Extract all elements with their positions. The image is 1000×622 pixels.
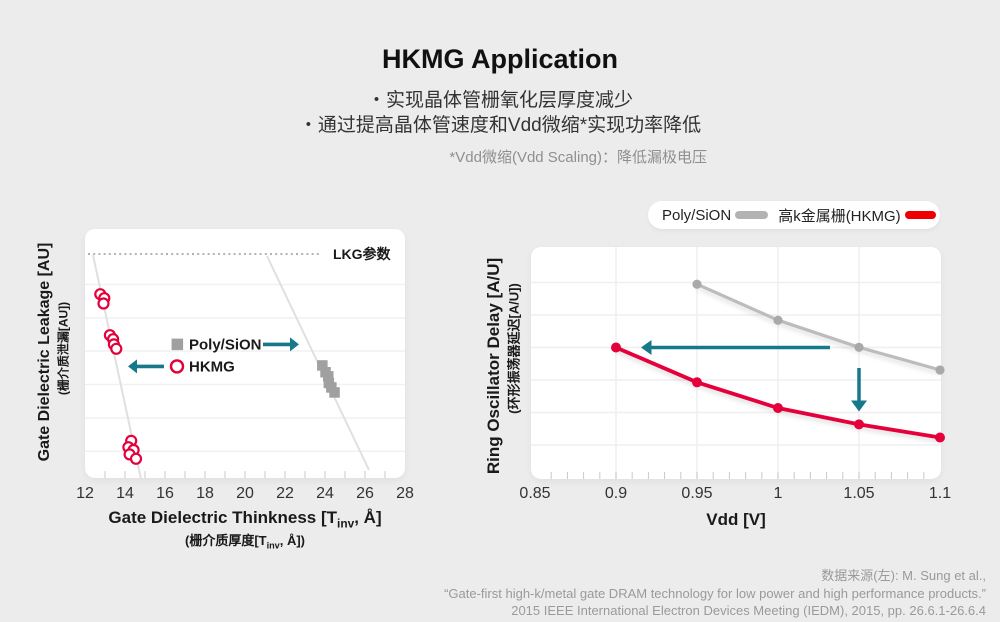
svg-text:Poly/SiON: Poly/SiON <box>189 337 262 354</box>
svg-text:LKG参数: LKG参数 <box>333 246 392 262</box>
svg-text:HKMG: HKMG <box>189 359 235 376</box>
